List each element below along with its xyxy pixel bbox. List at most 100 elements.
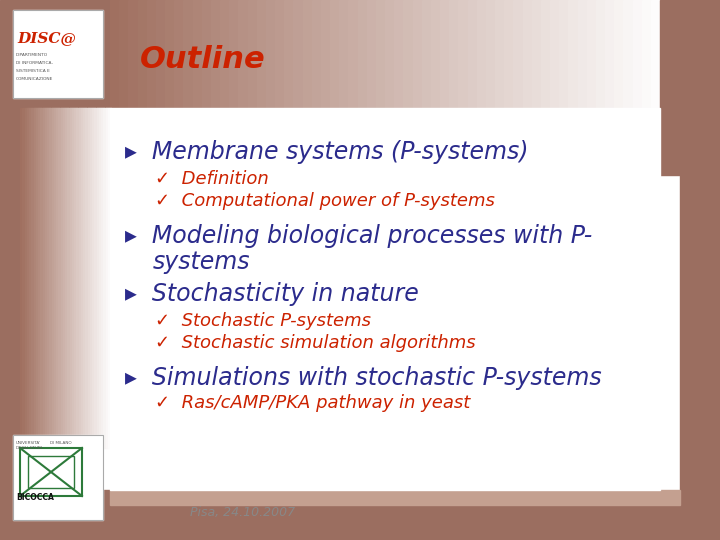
Bar	[29, 108, 32, 448]
Bar	[624, 0, 634, 108]
Bar	[220, 0, 230, 108]
Bar	[120, 0, 130, 108]
Bar	[108, 108, 111, 448]
Bar	[680, 490, 720, 540]
Bar	[256, 0, 267, 108]
Text: SISTEMISTICA E: SISTEMISTICA E	[16, 69, 50, 73]
Bar	[92, 108, 95, 448]
Bar	[60, 108, 64, 448]
Bar	[366, 0, 377, 108]
Bar	[431, 0, 441, 108]
Bar	[31, 108, 35, 448]
Bar	[45, 108, 48, 448]
Bar	[577, 0, 588, 108]
Bar	[156, 0, 166, 108]
Bar	[72, 108, 75, 448]
Bar	[88, 108, 91, 448]
Bar	[99, 108, 102, 448]
Bar	[358, 0, 368, 108]
Bar	[449, 0, 459, 108]
Bar	[614, 0, 624, 108]
Bar	[486, 0, 496, 108]
Bar	[504, 0, 514, 108]
Text: ✓  Stochastic P-systems: ✓ Stochastic P-systems	[155, 312, 371, 330]
Bar	[0, 490, 110, 540]
Bar	[284, 0, 294, 108]
Bar	[192, 0, 202, 108]
Text: ▸  Membrane systems (P-systems): ▸ Membrane systems (P-systems)	[125, 140, 528, 164]
Text: ✓  Ras/cAMP/PKA pathway in yeast: ✓ Ras/cAMP/PKA pathway in yeast	[155, 394, 470, 412]
Bar	[40, 108, 43, 448]
Bar	[0, 0, 110, 108]
Bar	[513, 0, 523, 108]
Bar	[605, 0, 615, 108]
Bar	[24, 108, 28, 448]
Bar	[67, 108, 71, 448]
Bar	[110, 0, 120, 108]
Bar	[266, 0, 276, 108]
Bar	[13, 10, 103, 98]
Bar	[106, 108, 109, 448]
Text: ✓  Stochastic simulation algorithms: ✓ Stochastic simulation algorithms	[155, 334, 476, 352]
Text: systems: systems	[153, 250, 251, 274]
Bar	[651, 0, 661, 108]
Bar	[94, 108, 97, 448]
Bar	[20, 108, 23, 448]
Bar	[110, 108, 660, 490]
Bar	[128, 0, 138, 108]
Bar	[248, 0, 258, 108]
Text: ▸  Stochasticity in nature: ▸ Stochasticity in nature	[125, 282, 419, 306]
Bar	[110, 490, 680, 505]
Bar	[523, 0, 533, 108]
Bar	[339, 0, 349, 108]
Text: Pisa, 24.10.2007: Pisa, 24.10.2007	[190, 506, 295, 519]
Bar	[660, 0, 720, 108]
Bar	[13, 10, 103, 98]
Text: DI INFORMATICA,: DI INFORMATICA,	[16, 61, 53, 65]
Bar	[58, 108, 61, 448]
Bar	[495, 0, 505, 108]
Bar	[13, 435, 103, 520]
Bar	[330, 0, 340, 108]
Bar	[642, 0, 652, 108]
Bar	[65, 108, 68, 448]
Bar	[413, 0, 423, 108]
Bar	[680, 0, 720, 10]
Text: BICOCCA: BICOCCA	[16, 493, 54, 502]
Text: UNIVERSITA': UNIVERSITA'	[16, 441, 41, 445]
Bar	[467, 0, 477, 108]
Bar	[147, 0, 157, 108]
Bar	[440, 0, 450, 108]
Bar	[110, 505, 680, 540]
Bar	[165, 0, 175, 108]
Bar	[138, 0, 148, 108]
Bar	[13, 435, 103, 520]
Bar	[103, 108, 107, 448]
Bar	[550, 0, 560, 108]
Bar	[83, 108, 86, 448]
Bar	[385, 0, 395, 108]
Text: ✓  Computational power of P-systems: ✓ Computational power of P-systems	[155, 192, 495, 210]
Bar	[660, 0, 720, 175]
Bar	[348, 0, 359, 108]
Bar	[74, 108, 77, 448]
Bar	[587, 0, 597, 108]
Bar	[293, 0, 304, 108]
Bar	[238, 0, 248, 108]
Bar	[632, 0, 643, 108]
Text: DIPARTIMENTO: DIPARTIMENTO	[16, 53, 48, 57]
Bar	[28, 456, 74, 488]
Bar	[47, 108, 50, 448]
Text: ▸  Modeling biological processes with P-: ▸ Modeling biological processes with P-	[125, 224, 593, 248]
Bar	[541, 0, 551, 108]
Bar	[76, 108, 79, 448]
Bar	[56, 108, 59, 448]
Bar	[477, 0, 487, 108]
Bar	[312, 0, 322, 108]
Bar	[101, 108, 104, 448]
Bar	[42, 108, 46, 448]
Bar	[49, 108, 53, 448]
Bar	[680, 175, 720, 520]
Bar	[81, 108, 84, 448]
Bar	[321, 0, 331, 108]
